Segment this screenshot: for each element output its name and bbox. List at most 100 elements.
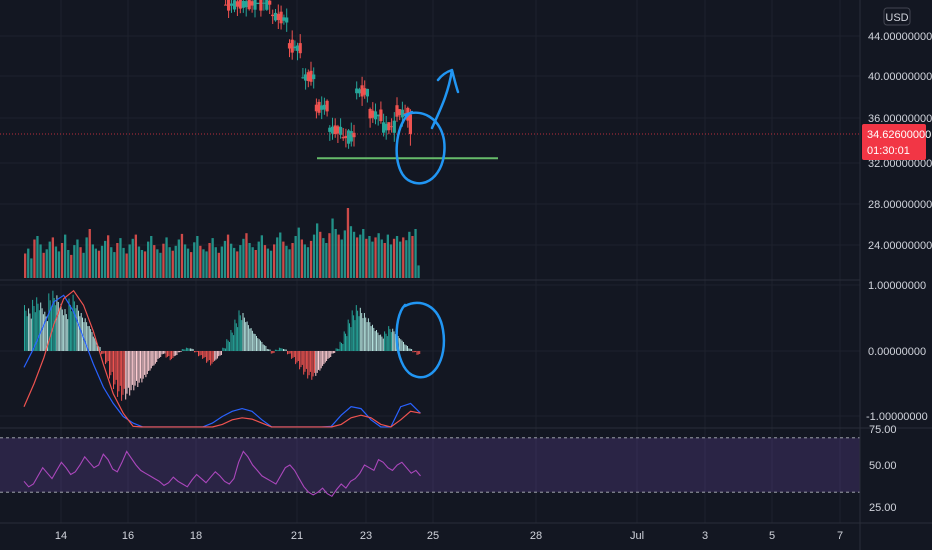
macd-hist-bar bbox=[323, 351, 325, 365]
volume-bars bbox=[24, 208, 420, 278]
volume-bar bbox=[248, 243, 251, 278]
macd-hist-bar bbox=[173, 351, 175, 357]
macd-hist-bar bbox=[266, 349, 268, 351]
macd-hist-bar bbox=[44, 311, 46, 351]
volume-bar bbox=[24, 253, 27, 278]
macd-hist-bar bbox=[231, 332, 233, 351]
rsi-band bbox=[0, 437, 860, 493]
macd-hist-bar bbox=[419, 351, 421, 354]
volume-bar bbox=[27, 248, 30, 278]
currency-box[interactable] bbox=[883, 7, 911, 26]
price-scale[interactable]: USD 44.00000000 40.00000000 36.00000000 … bbox=[859, 0, 932, 550]
macd-hist-bar bbox=[71, 311, 73, 351]
candle-body bbox=[347, 130, 351, 144]
volume-bar bbox=[180, 233, 184, 278]
candle-body bbox=[328, 127, 332, 132]
volume-bar bbox=[162, 243, 165, 278]
macd-hist-bar bbox=[212, 351, 214, 362]
candle-body bbox=[341, 137, 345, 139]
macd-hist-bar bbox=[38, 310, 40, 351]
macd-hist-bar bbox=[319, 351, 321, 371]
macd-hist-bar bbox=[181, 349, 183, 351]
volume-bar bbox=[273, 244, 276, 278]
macd-hist-bar bbox=[210, 351, 212, 366]
volume-bar bbox=[316, 223, 319, 278]
macd-hist-bar bbox=[229, 342, 230, 351]
macd-hist-bar bbox=[351, 310, 353, 351]
macd-hist-bar bbox=[239, 315, 241, 351]
candle-body bbox=[392, 120, 396, 133]
candle-body bbox=[322, 104, 326, 110]
macd-hist-bar bbox=[29, 313, 31, 351]
candles bbox=[224, 0, 412, 149]
macd-hist-bar bbox=[345, 333, 346, 351]
candle-body bbox=[312, 74, 316, 80]
volume-bar bbox=[260, 235, 263, 278]
time-scale[interactable]: 14 16 18 21 23 25 28 Jul 3 5 7 bbox=[0, 522, 932, 542]
currency-label: USD bbox=[885, 12, 908, 24]
macd-hist-bar bbox=[156, 351, 158, 362]
circle-drawing-price[interactable] bbox=[395, 110, 446, 185]
macd-hist-bar bbox=[154, 351, 156, 364]
macd-hist-bar bbox=[180, 351, 182, 352]
macd-pane[interactable] bbox=[0, 279, 860, 428]
price-tick-label: 24.00000000 bbox=[868, 240, 932, 252]
macd-hist-bar bbox=[411, 349, 413, 351]
macd-hist-bar bbox=[168, 351, 170, 356]
volume-bar bbox=[319, 231, 322, 278]
macd-hist-bar bbox=[400, 339, 402, 351]
candle-body bbox=[295, 45, 300, 51]
volume-bar bbox=[76, 239, 79, 278]
volume-bar bbox=[414, 229, 417, 278]
volume-bar bbox=[73, 245, 76, 278]
candle-body bbox=[387, 122, 391, 131]
macd-hist-bar bbox=[167, 351, 168, 357]
candle-body bbox=[235, 1, 239, 7]
macd-hist-bar bbox=[72, 294, 74, 351]
volume-bar bbox=[368, 236, 371, 278]
candle-body bbox=[301, 77, 305, 79]
macd-hist-bar bbox=[415, 351, 417, 352]
macd-hist-bar bbox=[280, 348, 282, 351]
volume-bar bbox=[199, 245, 202, 278]
macd-hist-bar bbox=[246, 321, 248, 351]
macd-hist-bar bbox=[273, 351, 275, 353]
volume-bar bbox=[51, 237, 54, 278]
candle-body bbox=[357, 89, 361, 94]
circle-drawing-macd[interactable] bbox=[395, 301, 446, 379]
macd-hist-bar bbox=[78, 310, 79, 351]
macd-hist-bar bbox=[196, 351, 198, 352]
volume-bar bbox=[343, 230, 346, 278]
macd-hist-bar bbox=[171, 351, 172, 360]
volume-bar bbox=[60, 243, 64, 278]
volume-bar bbox=[39, 244, 42, 278]
macd-hist-bar bbox=[353, 315, 355, 351]
macd-hist-bar bbox=[257, 338, 259, 351]
macd-hist-bar bbox=[106, 351, 108, 363]
rsi-pane[interactable] bbox=[0, 427, 932, 498]
volume-bar bbox=[70, 254, 73, 278]
candle-body bbox=[262, 2, 266, 4]
volume-bar bbox=[266, 248, 270, 278]
macd-hist-bar bbox=[350, 327, 352, 351]
arrow-drawing[interactable] bbox=[430, 68, 460, 130]
macd-line bbox=[23, 294, 421, 428]
macd-hist-bar bbox=[265, 346, 267, 351]
macd-hist-bar bbox=[320, 351, 322, 369]
macd-hist-bar bbox=[140, 351, 141, 379]
price-pane[interactable] bbox=[0, 0, 860, 278]
volume-bar bbox=[405, 240, 408, 278]
macd-hist-bar bbox=[297, 351, 299, 361]
macd-hist-bar bbox=[208, 351, 210, 360]
macd-tick-label: -1.00000000 bbox=[866, 411, 928, 423]
macd-hist-bar bbox=[133, 351, 135, 391]
macd-hist-bar bbox=[148, 351, 150, 371]
macd-hist-bar bbox=[24, 305, 25, 351]
candle-body bbox=[273, 12, 278, 21]
volume-bar bbox=[67, 250, 70, 278]
volume-bar bbox=[159, 252, 162, 278]
candle-body bbox=[276, 13, 280, 20]
macd-hist-bar bbox=[291, 351, 293, 359]
macd-hist-bar bbox=[68, 298, 70, 351]
